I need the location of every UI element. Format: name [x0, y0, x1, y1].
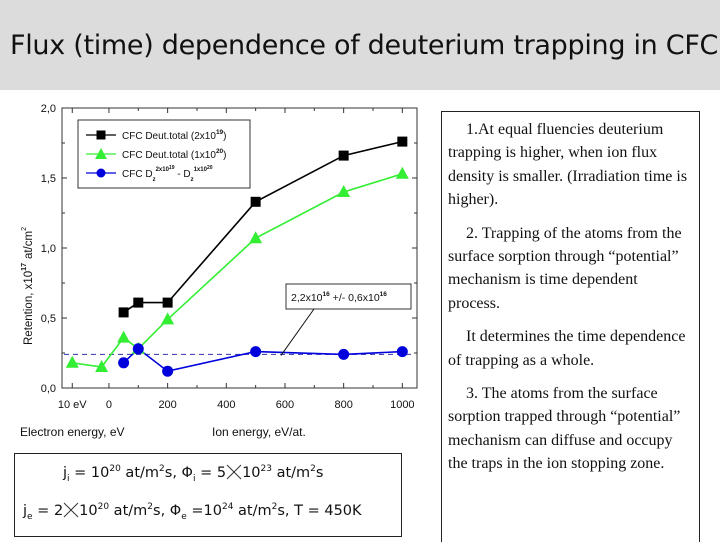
legend: CFC Deut.total (2x1019) CFC Deut.total (…	[77, 119, 251, 189]
y-axis-label: Retention, x1017at/cm2	[21, 227, 35, 345]
series-line-2	[72, 173, 403, 368]
data-point-triangle	[117, 330, 131, 343]
annotation-text: 2,2x1016 +/- 0,6x1016	[291, 291, 387, 304]
data-point-triangle	[95, 360, 109, 372]
data-point-circle	[250, 346, 262, 358]
slide-title: Flux (time) dependence of deuterium trap…	[10, 30, 719, 61]
annotation-box	[285, 283, 412, 310]
data-point-triangle	[337, 185, 351, 197]
data-point-square	[133, 297, 144, 308]
legend-label-1: CFC Deut.total (2x1019)	[122, 129, 227, 142]
annotation: 2,2x1016 +/- 0,6x1016	[280, 283, 412, 356]
y-tick-label: 0,0	[41, 383, 56, 395]
legend-marker-triangle	[95, 148, 107, 159]
title-bar: Flux (time) dependence of deuterium trap…	[0, 0, 720, 90]
data-point-triangle	[395, 166, 409, 179]
x-tick-label: 600	[276, 399, 294, 411]
data-point-square	[250, 196, 261, 207]
data-point-triangle	[161, 312, 175, 325]
legend-marker-square	[96, 130, 106, 140]
retention-chart: 0,0 0,5 1,0 1,5 2,0 10 eV 0 200 400 600 800 1000 R…	[20, 103, 418, 439]
condition-ion: ji = 1020 at/m2s, Φi = 5 1023 at/m2s	[63, 464, 324, 484]
x-tick-label: 400	[217, 399, 235, 411]
x-tick-label: 800	[334, 399, 352, 411]
notes-box: 1.At equal fluencies deuterium trapping …	[441, 111, 700, 542]
data-point-triangle	[249, 231, 263, 244]
axis-ticks	[62, 107, 417, 389]
note-2: 2. Trapping of the atoms from the surfac…	[448, 224, 682, 312]
y-tick-label: 0,5	[41, 313, 56, 325]
x-axis-label-ion: Ion energy, eV/at.	[212, 425, 306, 439]
y-tick-label: 2,0	[41, 103, 56, 115]
data-point-circle	[118, 357, 130, 369]
multiply-sign-icon	[226, 464, 242, 480]
note-3: It determines the time dependence of tra…	[448, 328, 686, 369]
y-tick-labels: 0,0 0,5 1,0 1,5 2,0	[41, 103, 56, 395]
y-tick-label: 1,5	[41, 173, 56, 185]
condition-electron: je = 2 1020 at/m2s, Φe =1024 at/m2s, T = …	[23, 502, 362, 522]
conditions-box: ji = 1020 at/m2s, Φi = 5 1023 at/m2s je =…	[14, 453, 402, 537]
data-point-square	[397, 136, 408, 147]
x-tick-label: 200	[158, 399, 176, 411]
data-point-circle	[338, 348, 350, 360]
data-point-circle	[396, 346, 408, 358]
legend-marker-circle	[96, 168, 106, 178]
note-1: 1.At equal fluencies deuterium trapping …	[448, 121, 688, 209]
data-point-square	[338, 150, 349, 161]
legend-label-2: CFC Deut.total (1x1020)	[122, 148, 227, 161]
series-markers	[65, 136, 409, 377]
x-tick-label: 10 eV	[58, 399, 87, 411]
x-tick-label: 1000	[390, 399, 414, 411]
data-point-circle	[132, 343, 144, 355]
note-4: 3. The atoms from the surface sorption t…	[448, 385, 681, 473]
x-tick-label: 0	[106, 399, 112, 411]
multiply-sign-icon	[63, 502, 79, 518]
data-point-square	[162, 297, 173, 308]
data-point-triangle	[65, 355, 79, 368]
annotation-leader	[280, 308, 315, 356]
x-axis-label-electron: Electron energy, eV	[20, 425, 125, 439]
data-point-circle	[162, 365, 174, 377]
legend-label-3: CFC Dz2x1019 - Dz1x1020	[122, 165, 213, 183]
y-tick-label: 1,0	[41, 243, 56, 255]
x-tick-labels: 10 eV 0 200 400 600 800 1000	[58, 399, 415, 411]
data-point-square	[118, 307, 129, 318]
